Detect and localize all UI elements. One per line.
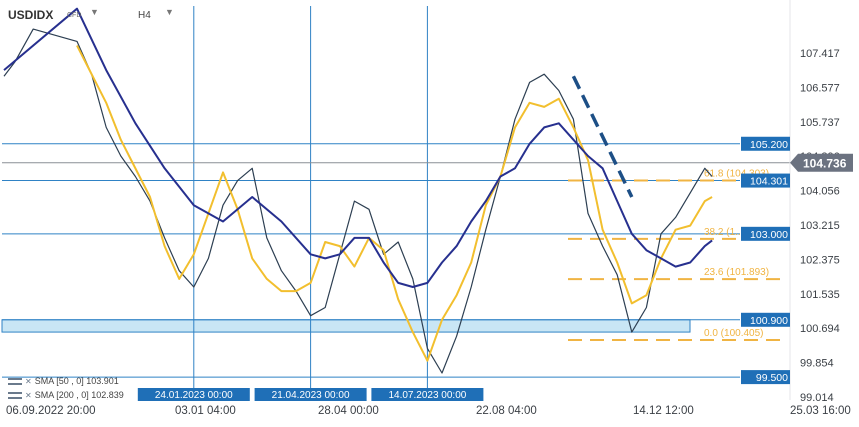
y-axis-tick-label: 99.854 <box>800 358 834 370</box>
level-label: 100.900 <box>750 315 788 327</box>
marker-date-badge[interactable] <box>254 388 367 401</box>
symbol-dropdown-icon[interactable]: ▼ <box>90 7 99 17</box>
price-series-line[interactable] <box>3 28 713 374</box>
fibonacci-level-label: 38.2 (1... <box>704 227 743 238</box>
indicator-icon <box>8 391 22 399</box>
y-axis-tick-label: 102.375 <box>800 254 840 266</box>
sma50-series-line[interactable] <box>76 45 713 362</box>
indicator-icon <box>8 377 22 385</box>
level-label: 105.200 <box>750 139 788 151</box>
trendline[interactable] <box>571 75 634 198</box>
level-label-badge[interactable] <box>741 312 790 327</box>
level-label-badge[interactable] <box>741 370 790 385</box>
instrument-type-label: CFD <box>67 12 82 19</box>
marker-date-label: 21.04.2023 00:00 <box>272 390 350 401</box>
y-axis-tick-label: 101.535 <box>800 289 840 301</box>
x-axis-tick-label: 03.01 04:00 <box>175 405 236 417</box>
symbol-label[interactable]: USDIDX <box>8 8 54 22</box>
close-icon[interactable]: ✕ <box>25 390 32 400</box>
legend-sma50[interactable]: ✕ SMA [50 , 0] 103.901 <box>8 376 119 386</box>
level-label-badge[interactable] <box>741 136 790 151</box>
x-axis-tick-label: 25.03 16:00 <box>790 405 851 417</box>
y-axis-tick-label: 106.577 <box>800 82 840 94</box>
marker-date-badge[interactable] <box>137 388 250 401</box>
timeframe-dropdown-icon[interactable]: ▼ <box>165 7 174 17</box>
marker-date-label: 24.01.2023 00:00 <box>155 390 233 401</box>
level-label-badge[interactable] <box>741 226 790 241</box>
current-price-label: 104.736 <box>803 156 847 170</box>
y-axis-tick-label: 100.694 <box>800 323 840 335</box>
legend-sma200-label: SMA [200 , 0] 102.839 <box>34 390 124 400</box>
fibonacci-level-label: 61.8 (104.303) <box>704 169 769 180</box>
marker-date-badge[interactable] <box>371 388 484 401</box>
y-axis-tick-label: 99.014 <box>800 392 834 404</box>
fibonacci-level-label: 0.0 (100.405) <box>704 328 764 339</box>
legend-sma200[interactable]: ✕ SMA [200 , 0] 102.839 <box>8 390 124 400</box>
level-label: 103.000 <box>750 229 788 241</box>
x-axis-tick-label: 28.04 00:00 <box>318 405 379 417</box>
x-axis-tick-label: 22.08 04:00 <box>476 405 537 417</box>
legend-sma50-label: SMA [50 , 0] 103.901 <box>34 376 119 386</box>
current-price-badge <box>790 153 853 172</box>
y-axis-tick-label: 105.737 <box>800 117 840 129</box>
y-axis-tick-label: 103.215 <box>800 220 840 232</box>
level-label: 99.500 <box>756 372 788 384</box>
close-icon[interactable]: ✕ <box>25 376 32 386</box>
sma200-series-line[interactable] <box>3 7 713 288</box>
marker-date-label: 14.07.2023 00:00 <box>388 390 466 401</box>
timeframe-label[interactable]: H4 <box>138 10 151 21</box>
y-axis-tick-label: 104.056 <box>800 186 840 198</box>
level-label: 104.301 <box>750 176 788 188</box>
y-axis-tick-label: 107.417 <box>800 48 840 60</box>
fibonacci-level-label: 23.6 (101.893) <box>704 267 769 278</box>
x-axis-tick-label: 14.12 12:00 <box>633 405 694 417</box>
x-axis-tick-label: 06.09.2022 20:00 <box>6 405 96 417</box>
level-label-badge[interactable] <box>741 173 790 188</box>
support-zone[interactable] <box>1 319 691 333</box>
